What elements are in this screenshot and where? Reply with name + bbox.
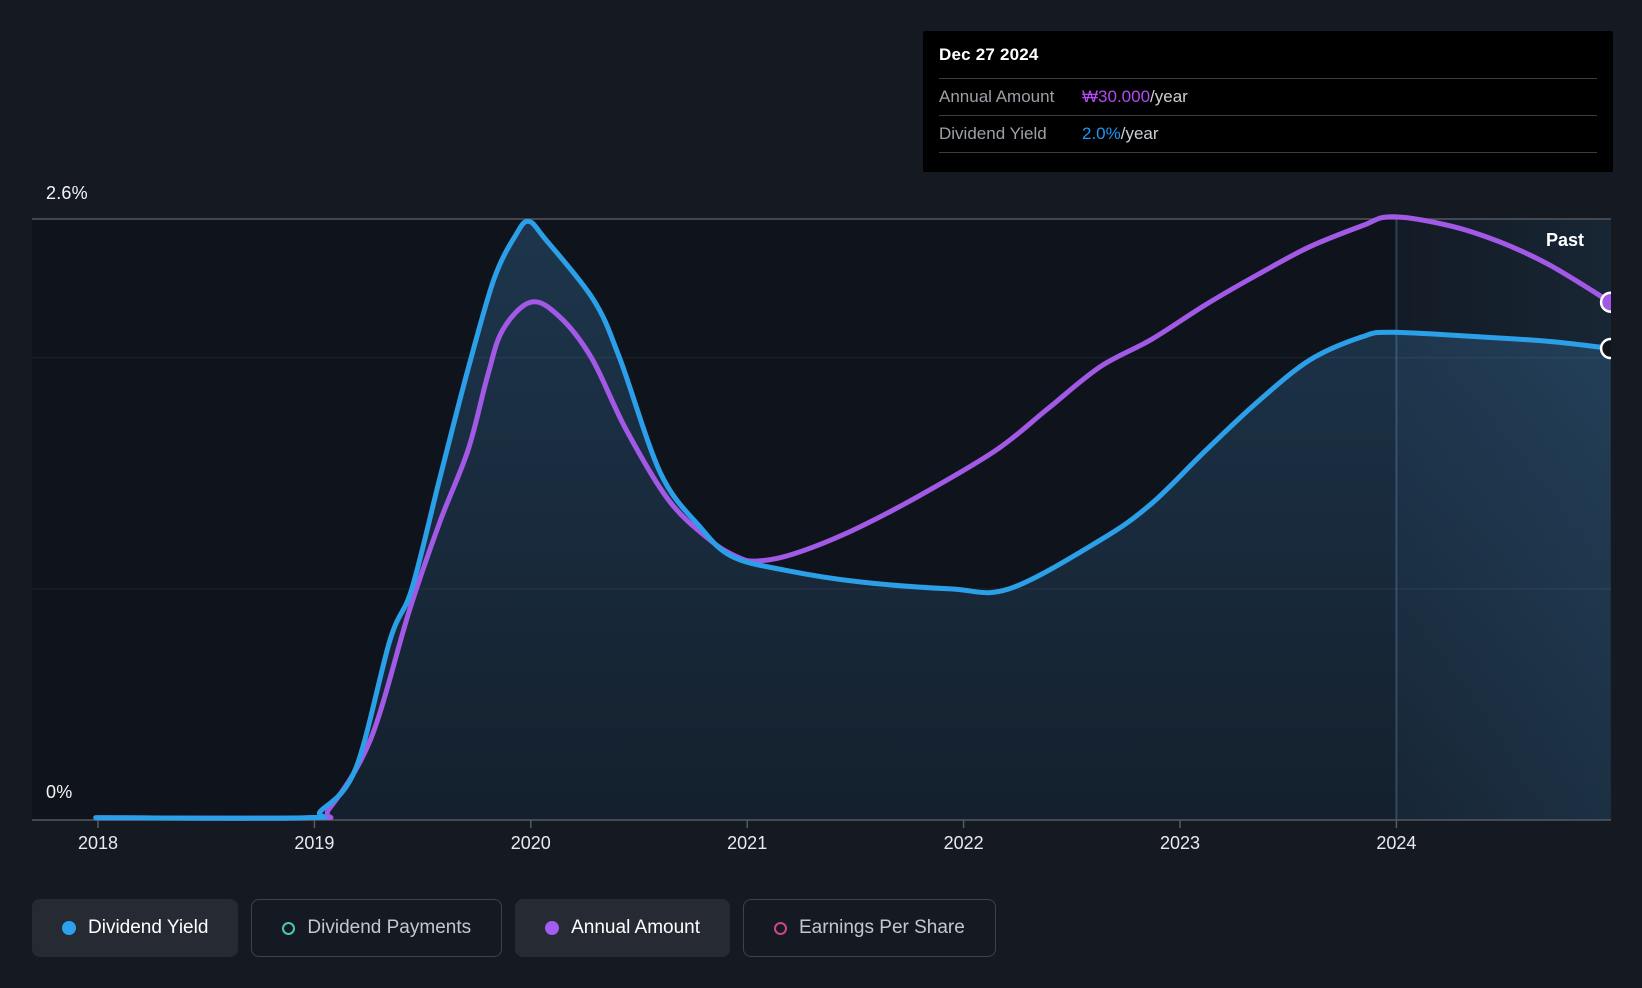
dividend-yield-dot-icon (62, 921, 76, 935)
annual-amount-endpoint-marker (1599, 291, 1611, 313)
x-axis-year-label: 2018 (77, 833, 119, 853)
annual-amount-dot-icon (545, 921, 560, 935)
y-axis-max-label: 2.6% (46, 183, 88, 203)
y-axis-min-label: 0% (46, 782, 73, 802)
legend-toggle-annual-amount[interactable]: Annual Amount (515, 899, 730, 957)
dividend-payments-ring-icon (282, 921, 296, 935)
x-axis-year-label: 2024 (1376, 833, 1417, 853)
dividend-yield-area (95, 221, 1611, 820)
legend-label: Dividend Yield (88, 917, 209, 938)
x-axis: 2018 2019 2020 2021 2022 2023 2024 (0, 833, 1642, 857)
tooltip-suffix: /year (1150, 87, 1188, 106)
x-axis-year-label: 2021 (727, 833, 768, 853)
tooltip-value: 2.0% (1082, 124, 1121, 143)
x-axis-year-label: 2023 (1159, 833, 1201, 853)
tooltip-label: Dividend Yield (939, 124, 1047, 143)
chart-tooltip: Dec 27 2024 Annual Amount ₩30.000 /year … (923, 31, 1613, 172)
past-annotation: Past (1546, 230, 1585, 250)
x-axis-year-label: 2020 (510, 833, 551, 853)
tooltip-label: Annual Amount (939, 87, 1055, 106)
legend-label: Dividend Payments (307, 917, 472, 938)
tooltip-row-dividend-yield: Dividend Yield 2.0% /year (939, 115, 1597, 153)
legend-label: Annual Amount (571, 917, 700, 938)
dividend-yield-endpoint-marker (1599, 337, 1611, 360)
dividend-yield-line (93, 218, 1611, 821)
chart-canvas[interactable] (32, 209, 1611, 831)
legend-toggle-dividend-yield[interactable]: Dividend Yield (32, 899, 239, 957)
legend-toggle-earnings-per-share[interactable]: Earnings Per Share (743, 899, 996, 957)
current-period-shade (1396, 219, 1611, 820)
tooltip-suffix: /year (1120, 124, 1159, 143)
tooltip-date: Dec 27 2024 (939, 45, 1039, 64)
x-axis-year-label: 2019 (294, 833, 335, 853)
tooltip-row-annual-amount: Annual Amount ₩30.000 /year (939, 78, 1597, 115)
legend-label: Earnings Per Share (799, 917, 965, 938)
legend-toggle-dividend-payments[interactable]: Dividend Payments (251, 899, 503, 957)
x-axis-year-label: 2022 (943, 833, 984, 853)
tooltip-value: ₩30.000 (1082, 87, 1151, 106)
chart-legend: Dividend Yield Dividend Payments Annual … (32, 899, 996, 957)
earnings-per-share-ring-icon (774, 921, 787, 935)
